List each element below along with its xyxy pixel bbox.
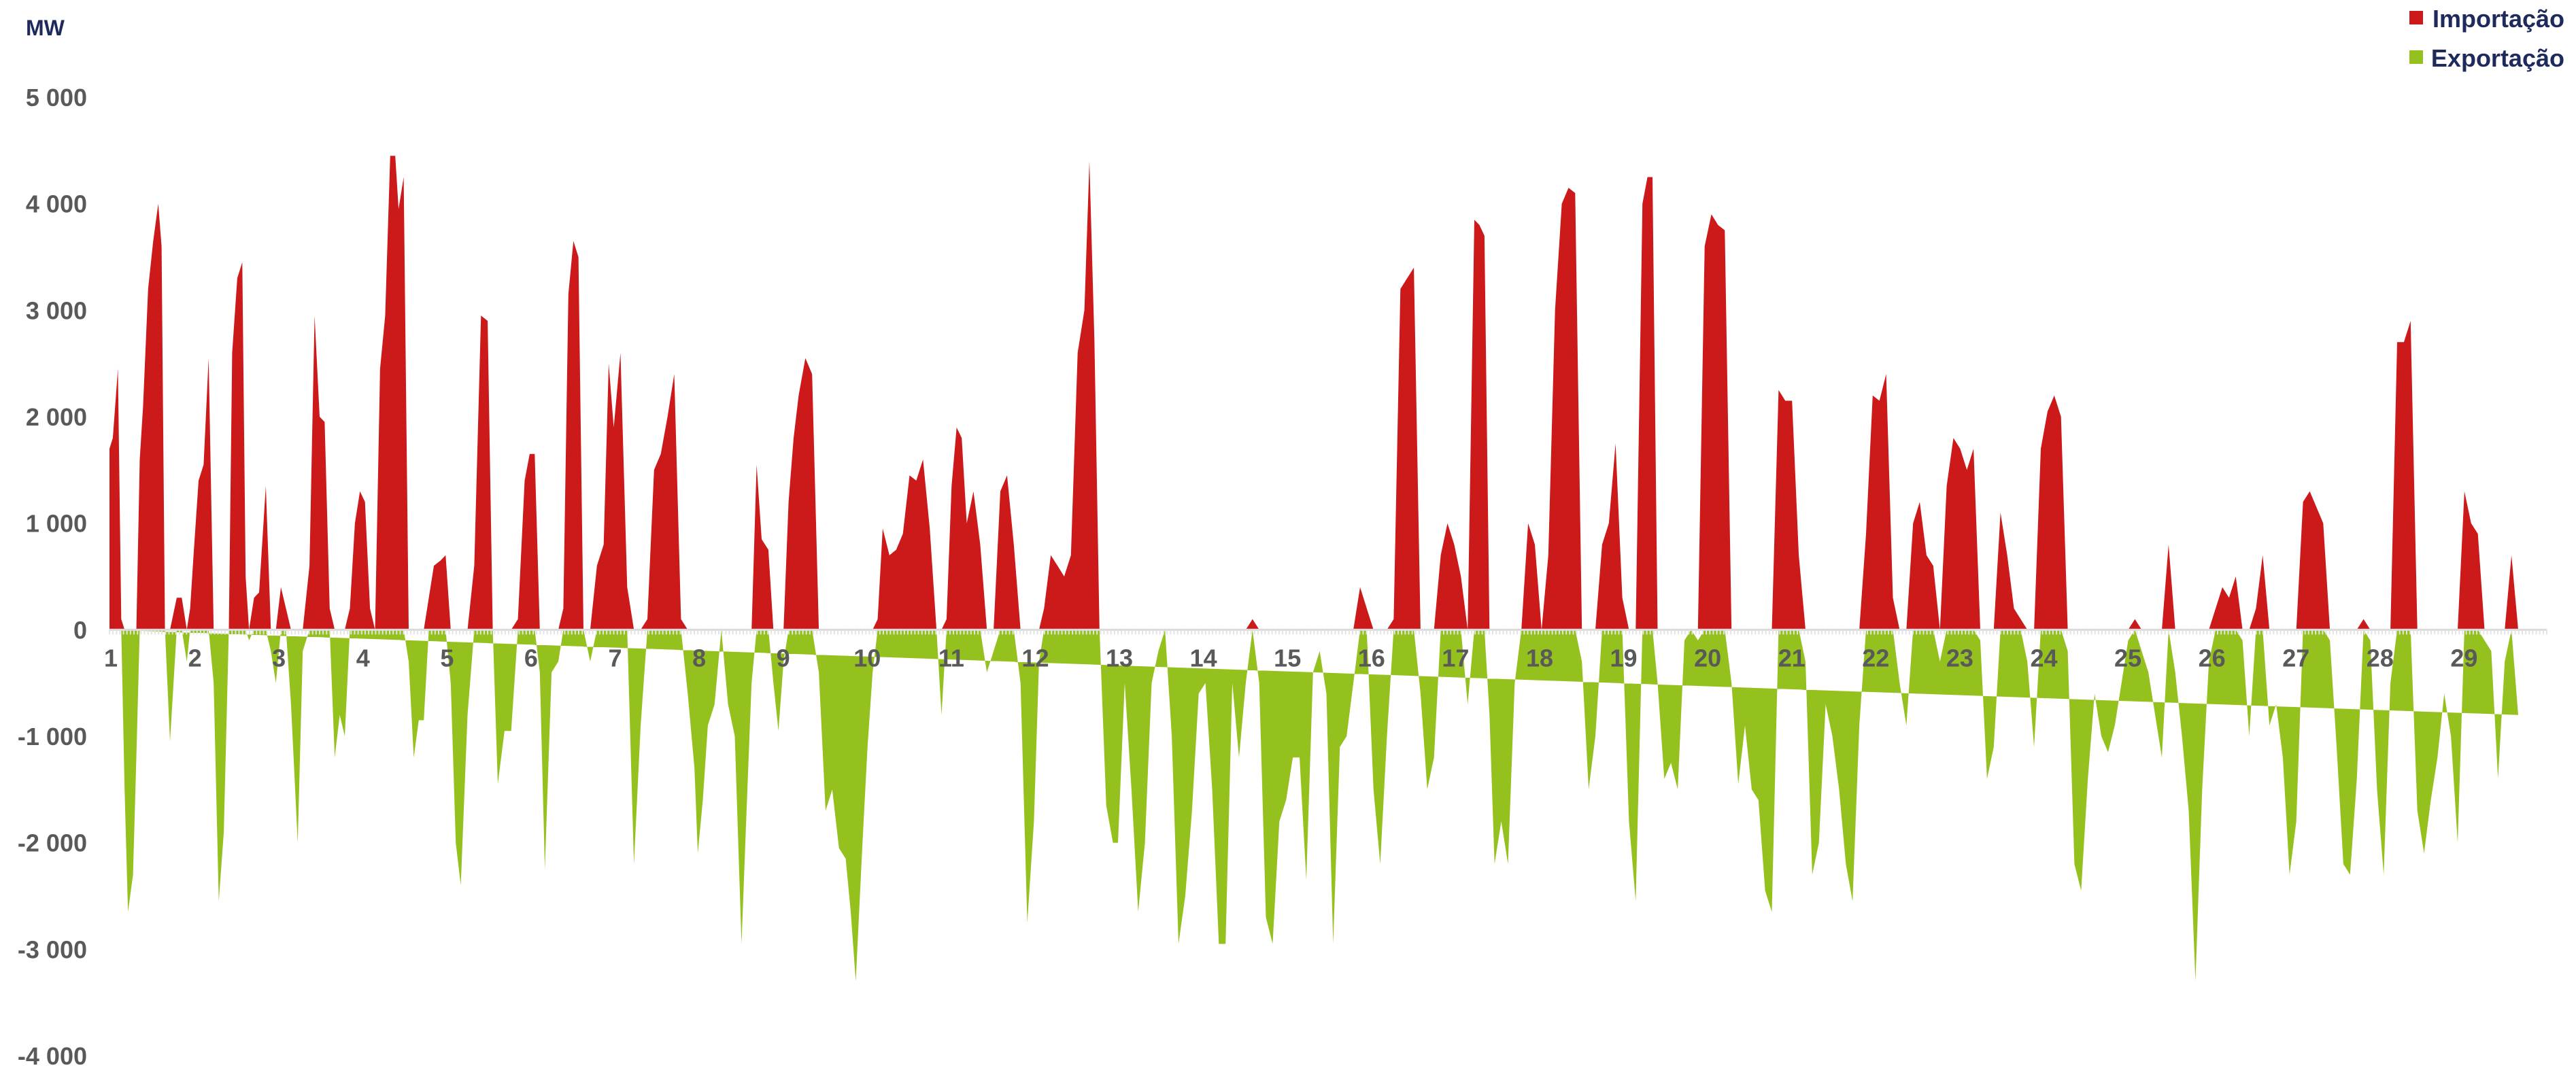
x-tick-label: 18: [1526, 644, 1553, 672]
y-tick-label: 4 000: [26, 190, 87, 218]
y-tick-label: 2 000: [26, 403, 87, 431]
x-tick-label: 15: [1274, 644, 1301, 672]
series-export-area: [109, 629, 2518, 982]
x-tick-label: 24: [2030, 644, 2057, 672]
x-tick-label: 17: [1442, 644, 1469, 672]
legend-import-swatch: [2409, 11, 2423, 24]
x-tick-label: 29: [2450, 644, 2477, 672]
legend-export-swatch: [2409, 50, 2423, 64]
plot-area: [109, 156, 2547, 982]
y-tick-label: 1 000: [26, 510, 87, 538]
legend-export-label: Exportação: [2431, 44, 2564, 72]
legend: Importação Exportação: [2409, 5, 2564, 72]
x-tick-label: 14: [1190, 644, 1217, 672]
x-tick-label: 9: [777, 644, 790, 672]
series-import-area: [109, 156, 2518, 630]
x-tick-label: 27: [2282, 644, 2309, 672]
x-tick-label: 13: [1106, 644, 1133, 672]
y-tick-label: -2 000: [18, 829, 87, 857]
y-unit-label: MW: [26, 16, 65, 40]
x-tick-label: 16: [1358, 644, 1385, 672]
x-tick-label: 28: [2367, 644, 2394, 672]
x-tick-label: 2: [188, 644, 202, 672]
y-tick-label: 3 000: [26, 296, 87, 324]
x-tick-label: 11: [938, 644, 964, 672]
x-tick-label: 1: [104, 644, 118, 672]
x-tick-label: 3: [272, 644, 286, 672]
x-tick-label: 21: [1778, 644, 1806, 672]
x-tick-label: 20: [1694, 644, 1721, 672]
y-tick-label: 5 000: [26, 84, 87, 111]
x-tick-label: 23: [1946, 644, 1973, 672]
x-axis: 1 2 3 4 5 6 7 8 9 10 11 12 13 14 15 16 17 18 19 20 21 22 23 24 2…: [104, 644, 2477, 672]
y-tick-label: 0: [73, 616, 87, 644]
y-axis: 5 000 4 000 3 000 2 000 1 000 0 -1 000 -2 000 -3…: [18, 84, 87, 1070]
legend-import-label: Importação: [2433, 5, 2564, 33]
x-tick-label: 7: [609, 644, 622, 672]
x-tick-label: 8: [692, 644, 706, 672]
x-tick-label: 4: [356, 644, 370, 672]
x-tick-label: 10: [853, 644, 881, 672]
y-tick-label: -4 000: [18, 1042, 87, 1070]
x-tick-label: 25: [2114, 644, 2141, 672]
x-tick-label: 19: [1610, 644, 1638, 672]
x-tick-label: 22: [1862, 644, 1889, 672]
x-tick-label: 26: [2199, 644, 2226, 672]
y-tick-label: -1 000: [18, 723, 87, 750]
x-minor-ticks: [109, 629, 2547, 635]
x-tick-label: 6: [524, 644, 538, 672]
x-tick-label: 12: [1021, 644, 1049, 672]
y-tick-label: -3 000: [18, 935, 87, 963]
x-tick-label: 5: [440, 644, 454, 672]
